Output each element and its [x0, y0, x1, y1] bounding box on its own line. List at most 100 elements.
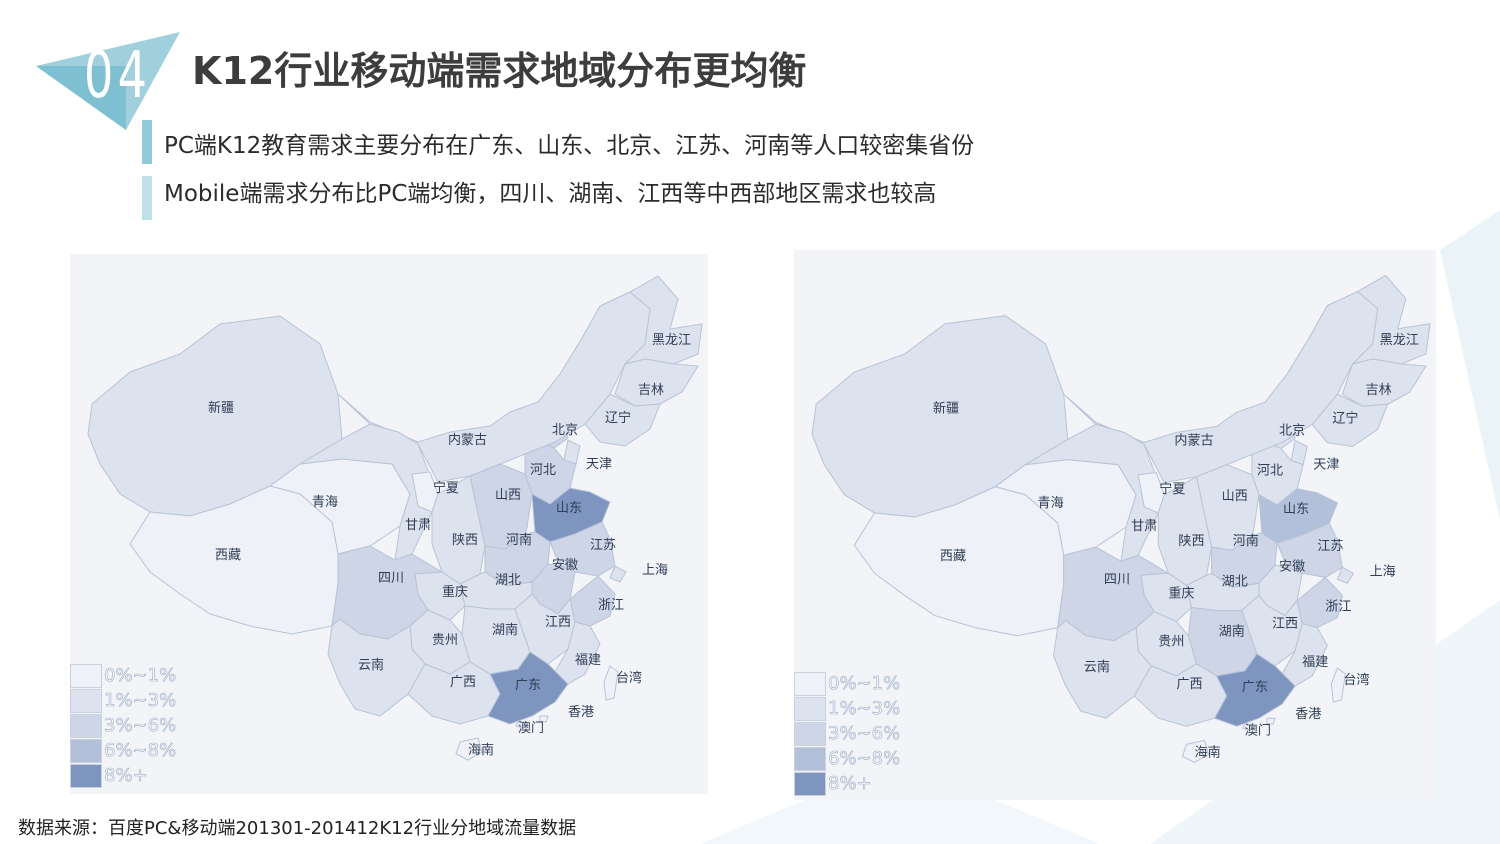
pc-province-label: 新疆 — [208, 400, 234, 416]
pc-province-label: 江西 — [545, 615, 571, 630]
mobile-province-label: 河南 — [1233, 533, 1259, 549]
pc-province-label: 青海 — [312, 495, 338, 510]
pc-province-label: 海南 — [468, 742, 494, 758]
mobile-province-region — [1311, 393, 1389, 448]
legend-swatch — [70, 689, 102, 713]
mobile-province-label: 澳门 — [1245, 722, 1271, 738]
pc-province-region — [515, 721, 525, 729]
mobile-province-label: 宁夏 — [1159, 480, 1185, 497]
pc-province-label: 香港 — [568, 705, 594, 720]
mobile-province-label: 辽宁 — [1332, 409, 1358, 426]
mobile-province-label: 青海 — [1038, 495, 1064, 511]
legend-label: 3%~6% — [828, 723, 901, 745]
pc-province-region — [455, 737, 483, 761]
pc-province-label: 福建 — [575, 653, 601, 668]
pc-province-label: 甘肃 — [405, 518, 431, 533]
pc-province-label: 内蒙古 — [448, 432, 487, 448]
pc-province-label: 广东 — [515, 678, 541, 693]
mobile-map-panel: 黑龙江 吉林 辽宁 北京 天津 河北 山西 山东 内蒙古 新疆 青海 西藏 甘肃 宁夏 陕西 河南 江苏 安徽 上海… — [794, 250, 1436, 800]
pc-province-label: 陕西 — [452, 533, 478, 548]
mobile-province-region — [1336, 566, 1355, 584]
pc-province-region — [407, 661, 501, 725]
mobile-province-label: 安徽 — [1279, 558, 1305, 574]
pc-province-region — [431, 475, 486, 585]
mobile-province-label: 山东 — [1283, 501, 1309, 517]
bullet-text-1: PC端K12教育需求主要分布在广东、山东、北京、江苏、河南等人口较密集省份 — [164, 133, 975, 159]
legend-swatch — [794, 697, 826, 721]
mobile-province-region — [1133, 663, 1228, 727]
mobile-province-region — [1181, 739, 1210, 764]
pc-province-label: 吉林 — [638, 383, 664, 398]
legend-swatch — [794, 772, 826, 796]
page-title: K12行业移动端需求地域分布更均衡 — [192, 49, 807, 93]
mobile-province-region — [1025, 423, 1159, 562]
mobile-province-label: 贵州 — [1158, 634, 1184, 650]
mobile-province-label: 重庆 — [1168, 585, 1194, 601]
mobile-province-region — [1341, 358, 1427, 407]
pc-province-region — [414, 571, 466, 621]
pc-province-label: 河北 — [530, 463, 556, 478]
pc-province-region — [487, 651, 569, 725]
mobile-province-label: 甘肃 — [1131, 518, 1157, 534]
mobile-province-label: 海南 — [1194, 744, 1220, 760]
pc-province-label: 浙江 — [598, 598, 624, 613]
pc-province-label: 辽宁 — [605, 410, 631, 426]
pc-province-label: 北京 — [552, 423, 578, 438]
mobile-province-label: 西藏 — [940, 548, 966, 564]
mobile-province-label: 北京 — [1279, 422, 1305, 438]
pc-province-label: 河南 — [506, 532, 532, 548]
pc-province-label: 山西 — [495, 488, 521, 503]
mobile-province-label: 云南 — [1084, 659, 1110, 675]
legend-swatch — [70, 764, 102, 788]
data-source-note: 数据来源：百度PC&移动端201301-201412K12行业分地域流量数据 — [18, 818, 577, 839]
pc-province-label: 四川 — [378, 571, 404, 586]
legend-label: 8%+ — [828, 773, 872, 795]
mobile-province-label: 浙江 — [1325, 599, 1351, 615]
mobile-province-label: 湖南 — [1219, 624, 1245, 640]
mobile-province-label: 江苏 — [1317, 538, 1343, 554]
pc-province-label: 西藏 — [215, 548, 241, 563]
mobile-province-label: 江西 — [1272, 616, 1298, 632]
pc-province-label: 黑龙江 — [652, 333, 691, 348]
pc-province-label: 天津 — [586, 457, 612, 472]
mobile-province-label: 陕西 — [1178, 533, 1204, 549]
pc-province-label: 台湾 — [616, 670, 642, 686]
mobile-province-label: 新疆 — [933, 400, 959, 416]
pc-province-region — [539, 715, 549, 723]
mobile-province-region — [1213, 653, 1296, 727]
section-badge — [30, 26, 190, 130]
mobile-province-label: 天津 — [1313, 457, 1339, 473]
pc-province-label: 贵州 — [432, 633, 458, 648]
pc-province-label: 上海 — [642, 563, 668, 578]
section-number: 04 — [84, 39, 152, 113]
pc-province-region — [584, 393, 661, 447]
pc-province-label: 宁夏 — [433, 480, 459, 496]
bullet-text-2: Mobile端需求分布比PC端均衡，四川、湖南、江西等中西部地区需求也较高 — [164, 181, 937, 207]
mobile-province-label: 河北 — [1257, 463, 1283, 479]
legend-swatch — [70, 714, 102, 738]
mobile-province-label: 上海 — [1370, 563, 1396, 579]
mobile-province-label: 广东 — [1242, 679, 1268, 695]
mobile-province-label: 山西 — [1222, 488, 1248, 504]
mobile-province-label: 黑龙江 — [1380, 332, 1419, 348]
pc-province-label: 江苏 — [590, 537, 616, 553]
legend-swatch — [70, 739, 102, 763]
legend-label: 8%+ — [104, 765, 148, 787]
pc-province-label: 广西 — [450, 675, 476, 690]
mobile-province-label: 吉林 — [1366, 382, 1392, 398]
mobile-province-region — [1063, 290, 1379, 484]
mobile-province-label: 香港 — [1295, 706, 1321, 722]
mobile-province-region — [1242, 723, 1252, 731]
mobile-province-region — [1330, 667, 1346, 703]
mobile-province-region — [1266, 717, 1276, 725]
legend-swatch — [794, 672, 826, 696]
mobile-province-label: 四川 — [1104, 572, 1130, 587]
pc-province-region — [337, 291, 651, 483]
legend-swatch — [794, 722, 826, 746]
legend-label: 6%~8% — [104, 740, 177, 762]
bullet-bar-1 — [142, 120, 152, 164]
legend-label: 0%~1% — [828, 673, 901, 695]
mobile-province-region — [1157, 475, 1213, 586]
